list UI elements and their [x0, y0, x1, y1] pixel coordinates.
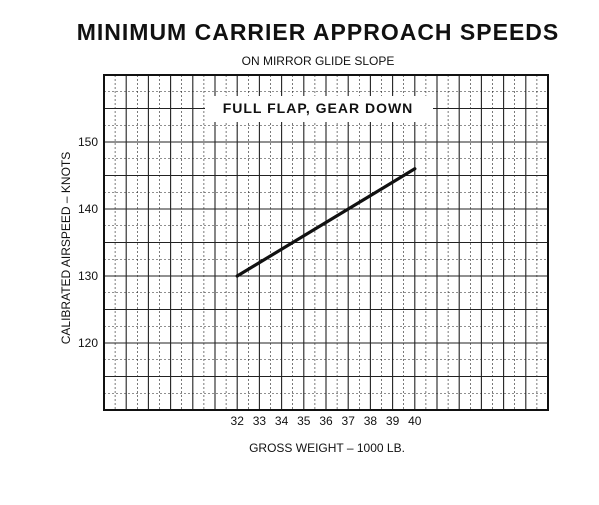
y-tick-label: 140: [78, 202, 98, 216]
x-tick-labels: 32 33 34 35 36 37 38 39 40: [231, 414, 422, 428]
x-tick-label: 35: [297, 414, 311, 428]
y-tick-label: 130: [78, 269, 98, 283]
series-layer: [235, 167, 417, 278]
x-tick-label: 32: [231, 414, 245, 428]
y-tick-label: 150: [78, 135, 98, 149]
annotation-text: FULL FLAP, GEAR DOWN: [223, 100, 414, 116]
plot-frame: [103, 74, 549, 411]
x-tick-label: 33: [253, 414, 267, 428]
x-tick-label: 40: [408, 414, 422, 428]
x-axis-label: GROSS WEIGHT – 1000 LB.: [249, 441, 405, 455]
chart-title: MINIMUM CARRIER APPROACH SPEEDS: [77, 19, 560, 45]
grid: [104, 75, 548, 410]
x-tick-label: 38: [364, 414, 378, 428]
x-tick-label: 39: [386, 414, 400, 428]
y-axis-label: CALIBRATED AIRSPEED – KNOTS: [59, 152, 73, 345]
chart-subtitle: ON MIRROR GLIDE SLOPE: [242, 54, 395, 68]
annotation-box: FULL FLAP, GEAR DOWN: [205, 96, 433, 122]
data-point: [235, 274, 239, 278]
data-point: [413, 167, 417, 171]
y-tick-label: 120: [78, 336, 98, 350]
y-tick-labels: 120 130 140 150: [78, 135, 98, 350]
x-tick-label: 37: [342, 414, 356, 428]
series-line: [235, 167, 417, 278]
x-tick-label: 36: [319, 414, 333, 428]
x-tick-label: 34: [275, 414, 289, 428]
